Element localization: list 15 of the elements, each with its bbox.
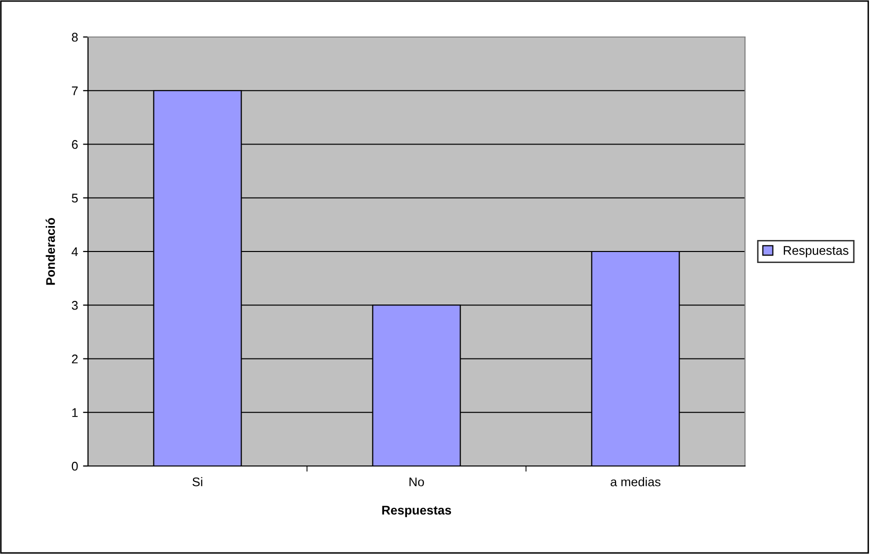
y-tick-label: 0 [72,462,78,471]
y-tick-label: 4 [72,247,78,256]
y-tick-label: 7 [72,86,78,96]
y-axis-title: Ponderació [46,218,55,285]
x-tick-label: a medias [610,477,660,486]
legend-label: Respuestas [784,246,848,258]
y-tick-label: 6 [72,140,78,149]
y-tick-label: 2 [72,354,78,364]
y-tick-label: 5 [72,194,78,203]
y-tick-label: 8 [72,32,78,42]
x-tick-label: Si [192,477,202,486]
y-tick-label: 3 [72,300,78,310]
x-axis-title: Respuestas [382,506,452,518]
y-tick-label: 1 [72,408,78,417]
x-tick-label: No [410,478,424,486]
